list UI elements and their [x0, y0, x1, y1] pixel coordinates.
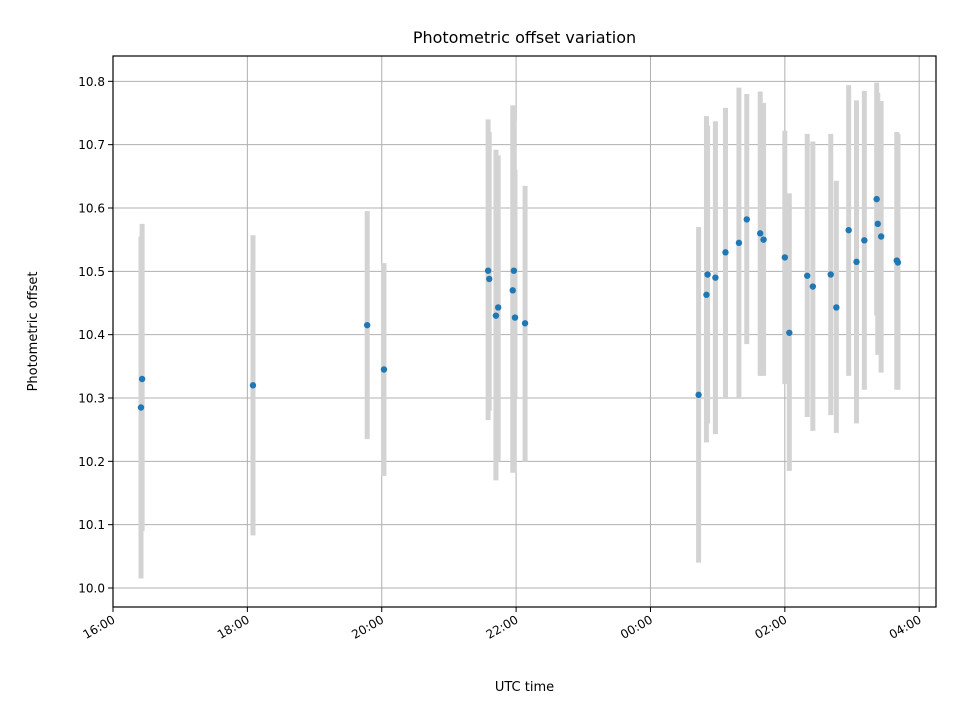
data-point [873, 195, 880, 203]
plot-frame [112, 55, 937, 608]
data-point [380, 366, 388, 373]
data-point [704, 271, 711, 278]
data-point [833, 304, 840, 311]
y-tick-label: 10.8 [78, 75, 105, 89]
data-point [511, 314, 519, 321]
y-tick-label: 10.3 [78, 392, 105, 406]
data-point [521, 320, 529, 327]
data-point [712, 274, 719, 281]
data-point [861, 237, 868, 244]
data-point [743, 216, 750, 223]
data-point [484, 267, 492, 274]
data-point [760, 236, 767, 243]
data-point [695, 391, 702, 399]
data-point [845, 226, 852, 234]
x-axis-label: UTC time [495, 680, 554, 695]
data-point [138, 375, 146, 383]
y-tick-label: 10.5 [78, 265, 105, 279]
data-point [492, 312, 500, 319]
data-point [363, 321, 371, 329]
data-point [703, 291, 710, 298]
y-tick-label: 10.0 [78, 582, 105, 596]
y-axis-ticks: 10.0 10.1 10.2 10.3 10.4 10.5 10.6 10.7 10.8 [78, 75, 113, 596]
data-point [894, 259, 902, 266]
data-point [249, 382, 257, 389]
data-point [757, 230, 764, 237]
y-tick-label: 10.7 [78, 138, 105, 152]
data-point [722, 249, 729, 256]
data-point [510, 267, 518, 274]
data-point [786, 329, 793, 336]
data-point [874, 220, 881, 228]
data-point [827, 271, 834, 278]
y-tick-label: 10.6 [78, 202, 105, 216]
data-point [809, 283, 817, 290]
data-point [137, 404, 145, 411]
data-point [804, 272, 811, 279]
data-point [486, 275, 493, 283]
y-tick-label: 10.4 [78, 328, 105, 342]
y-tick-label: 10.1 [78, 518, 105, 532]
data-point [509, 287, 516, 294]
y-axis-label: Photometric offset [26, 272, 41, 392]
data-point [877, 233, 885, 240]
data-points [137, 195, 902, 411]
y-tick-label: 10.2 [78, 455, 105, 469]
data-point [853, 258, 860, 266]
data-point [494, 304, 502, 311]
data-point [781, 254, 789, 261]
data-point [735, 239, 743, 247]
chart-title: Photometric offset variation [413, 28, 636, 47]
